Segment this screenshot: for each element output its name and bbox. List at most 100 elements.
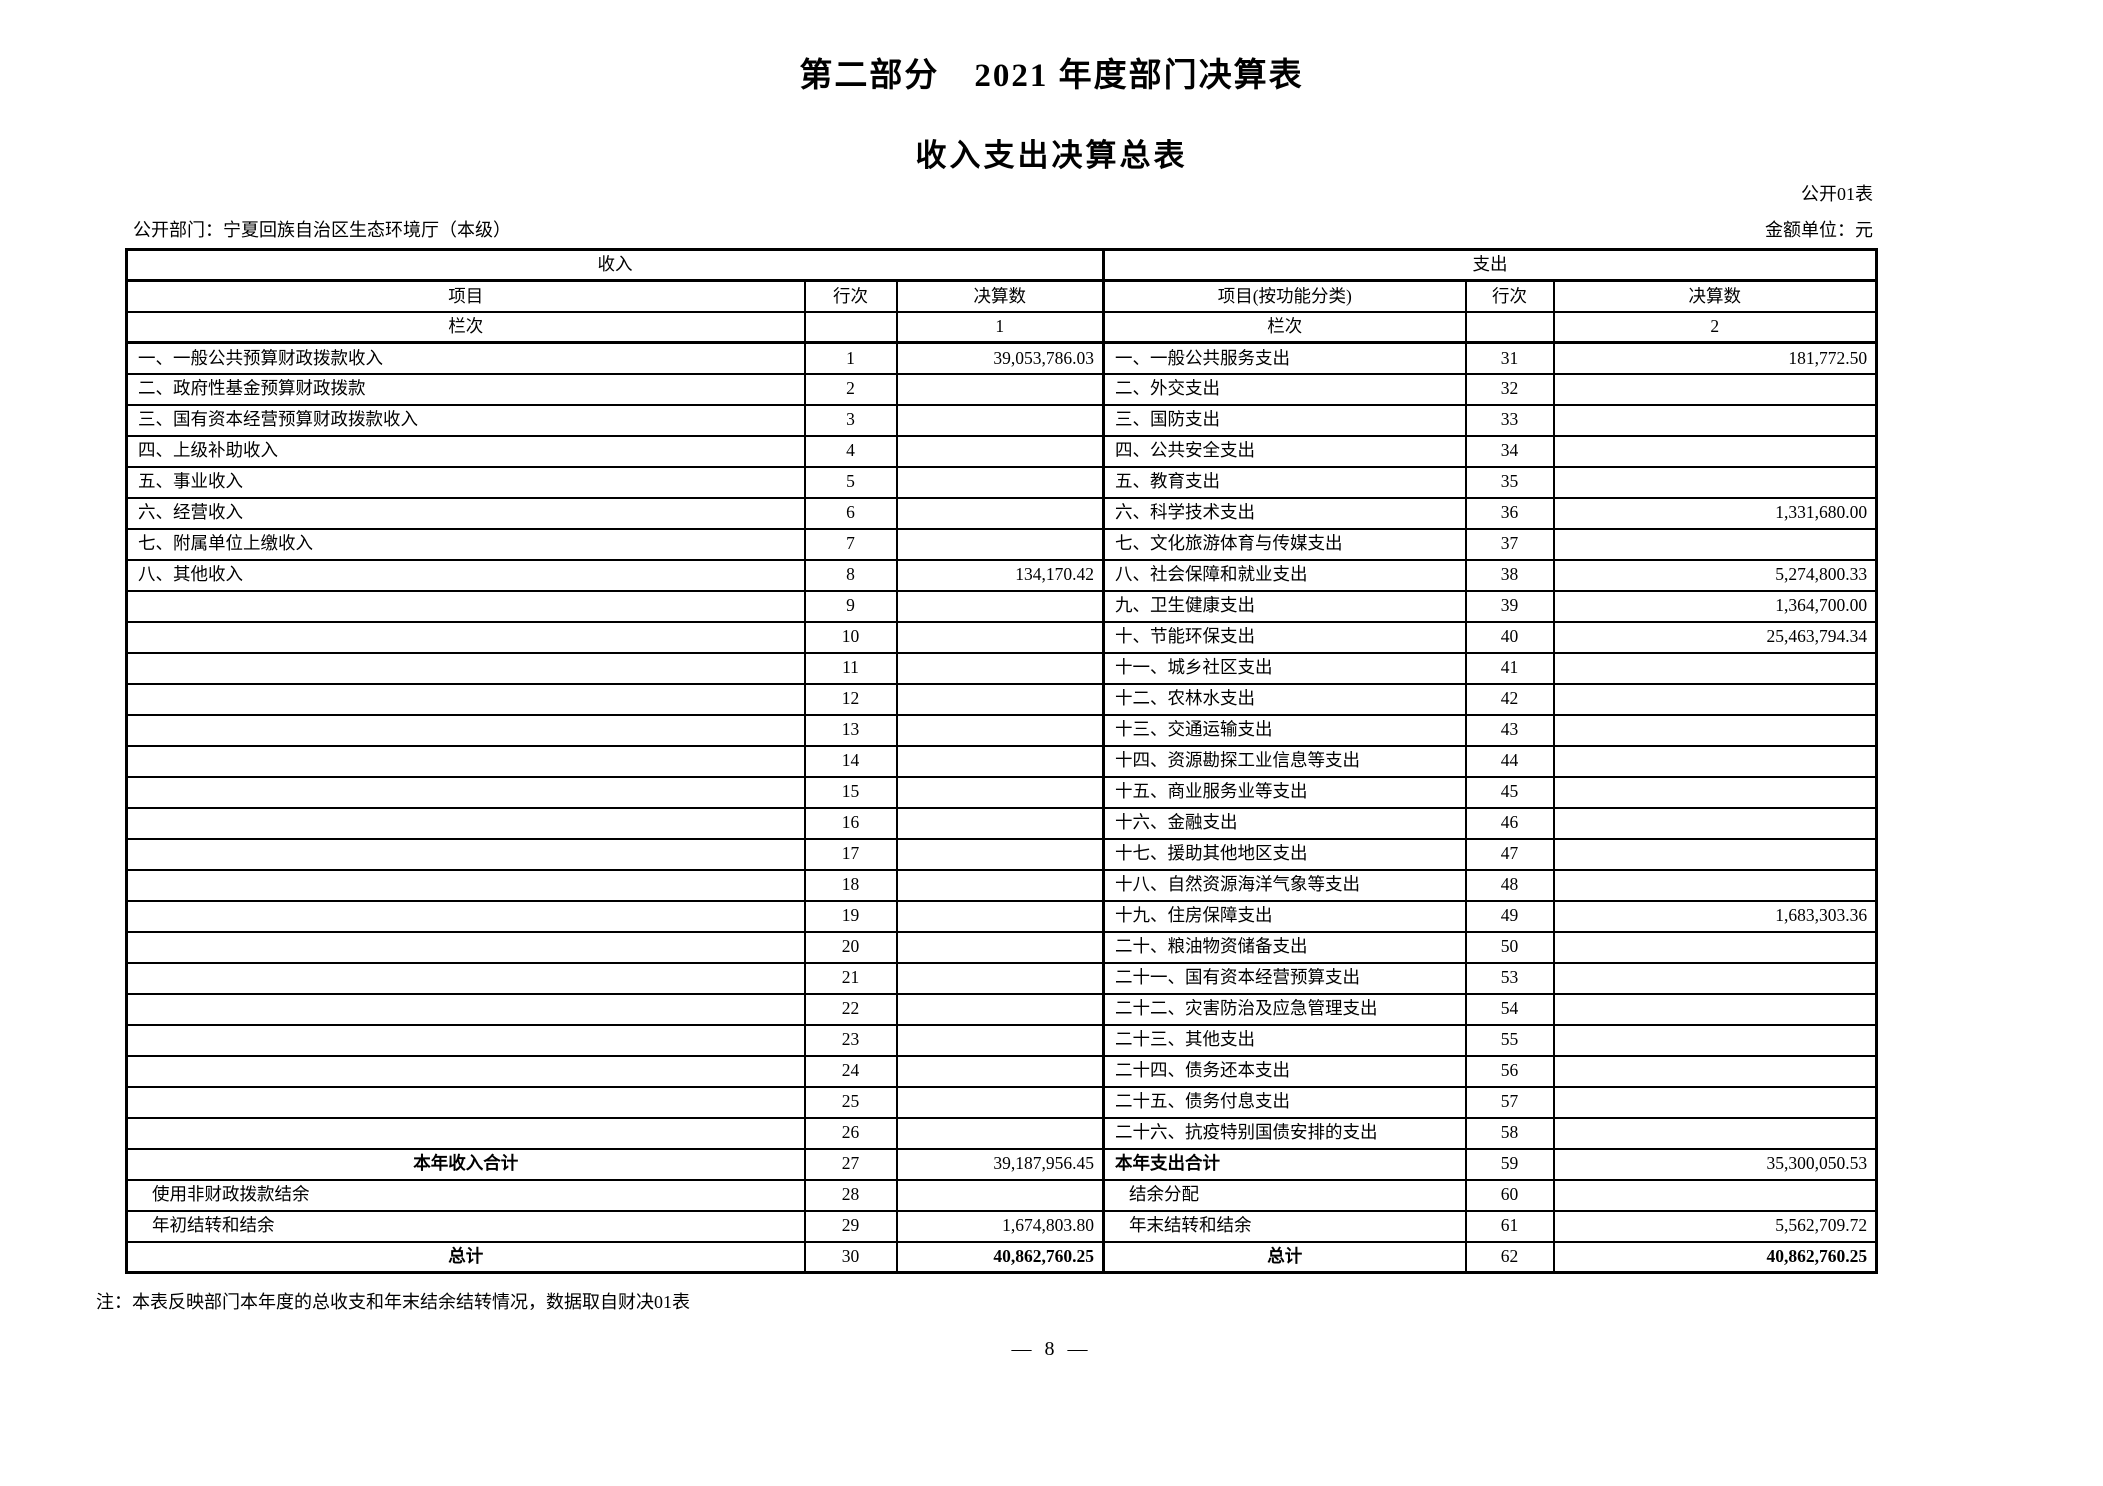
income-rownum-cell: 13 (803, 713, 898, 747)
expense-item-cell: 十一、城乡社区支出 (1102, 651, 1467, 685)
income-value-cell (895, 961, 1105, 995)
expense-rownum-cell: 38 (1464, 558, 1555, 592)
expense-item-cell: 五、教育支出 (1102, 465, 1467, 499)
income-value-cell (895, 372, 1105, 406)
income-item-cell: 本年收入合计 (125, 1147, 806, 1181)
table-row: 总计 30 40,862,760.25 总计 62 40,862,760.25 (125, 1240, 1878, 1274)
income-rownum-cell: 4 (803, 434, 898, 468)
income-item-cell (125, 713, 806, 747)
expense-item-cell: 三、国防支出 (1102, 403, 1467, 437)
table-row: 11 十一、城乡社区支出 41 (125, 651, 1878, 685)
income-item-cell (125, 1085, 806, 1119)
table-row: 10 十、节能环保支出 40 25,463,794.34 (125, 620, 1878, 654)
income-value-cell (895, 1178, 1105, 1212)
expense-item-cell: 二十一、国有资本经营预算支出 (1102, 961, 1467, 995)
income-rownum-header: 行次 (803, 279, 898, 313)
income-value-cell (895, 930, 1105, 964)
income-rownum-cell: 16 (803, 806, 898, 840)
table-row: 15 十五、商业服务业等支出 45 (125, 775, 1878, 809)
income-value-cell (895, 465, 1105, 499)
income-value-cell: 39,187,956.45 (895, 1147, 1105, 1181)
table-row: 26 二十六、抗疫特别国债安排的支出 58 (125, 1116, 1878, 1150)
expense-rownum-header: 行次 (1464, 279, 1555, 313)
expense-index-number: 2 (1552, 310, 1878, 344)
section-header-row: 收入 支出 (125, 248, 1878, 282)
income-rownum-cell: 18 (803, 868, 898, 902)
income-value-cell (895, 744, 1105, 778)
expense-value-cell (1552, 682, 1878, 716)
expense-item-cell: 年末结转和结余 (1102, 1209, 1467, 1243)
expense-rownum-cell: 55 (1464, 1023, 1555, 1057)
expense-item-cell: 十八、自然资源海洋气象等支出 (1102, 868, 1467, 902)
income-item-cell: 年初结转和结余 (125, 1209, 806, 1243)
table-row: 三、国有资本经营预算财政拨款收入 3 三、国防支出 33 (125, 403, 1878, 437)
expense-rownum-cell: 61 (1464, 1209, 1555, 1243)
expense-rownum-cell: 41 (1464, 651, 1555, 685)
income-item-cell (125, 1054, 806, 1088)
expense-item-cell: 四、公共安全支出 (1102, 434, 1467, 468)
expense-section-header: 支出 (1102, 248, 1878, 282)
expense-rownum-cell: 46 (1464, 806, 1555, 840)
part-title: 第二部分 2021 年度部门决算表 (799, 58, 1304, 94)
expense-item-cell: 七、文化旅游体育与传媒支出 (1102, 527, 1467, 561)
expense-item-cell: 二十二、灾害防治及应急管理支出 (1102, 992, 1467, 1026)
table-row: 本年收入合计 27 39,187,956.45 本年支出合计 59 35,300,050.… (125, 1147, 1878, 1181)
income-value-cell: 1,674,803.80 (895, 1209, 1105, 1243)
expense-value-cell: 181,772.50 (1552, 341, 1878, 375)
expense-value-cell (1552, 961, 1878, 995)
expense-rownum-cell: 54 (1464, 992, 1555, 1026)
table-body: 一、一般公共预算财政拨款收入 1 39,053,786.03 一、一般公共服务支出 31… (125, 341, 1878, 1274)
income-value-cell (895, 496, 1105, 530)
expense-item-cell: 二十三、其他支出 (1102, 1023, 1467, 1057)
income-item-cell (125, 620, 806, 654)
income-item-cell (125, 1116, 806, 1150)
expense-rownum-cell: 44 (1464, 744, 1555, 778)
expense-item-cell: 二十五、债务付息支出 (1102, 1085, 1467, 1119)
expense-rownum-cell: 37 (1464, 527, 1555, 561)
budget-summary-table: 收入 支出 项目 行次 决算数 项目(按功能分类) 行次 决算数 栏次 1 栏次… (125, 248, 1879, 1274)
expense-rownum-cell: 59 (1464, 1147, 1555, 1181)
expense-item-cell: 十、节能环保支出 (1102, 620, 1467, 654)
income-item-cell: 八、其他收入 (125, 558, 806, 592)
expense-item-cell: 十七、援助其他地区支出 (1102, 837, 1467, 871)
table-title: 收入支出决算总表 (915, 138, 1188, 173)
expense-item-cell: 一、一般公共服务支出 (1102, 341, 1467, 375)
table-row: 四、上级补助收入 4 四、公共安全支出 34 (125, 434, 1878, 468)
table-row: 二、政府性基金预算财政拨款 2 二、外交支出 32 (125, 372, 1878, 406)
expense-value-cell (1552, 744, 1878, 778)
income-rownum-cell: 10 (803, 620, 898, 654)
expense-value-cell (1552, 775, 1878, 809)
income-value-cell (895, 651, 1105, 685)
income-item-cell (125, 682, 806, 716)
income-value-cell (895, 527, 1105, 561)
income-value-cell (895, 1085, 1105, 1119)
income-value-header: 决算数 (895, 279, 1105, 313)
income-value-cell: 134,170.42 (895, 558, 1105, 592)
table-code-label: 公开01表 (1801, 184, 1873, 204)
expense-rownum-cell: 45 (1464, 775, 1555, 809)
expense-value-cell: 25,463,794.34 (1552, 620, 1878, 654)
expense-rownum-cell: 53 (1464, 961, 1555, 995)
income-item-cell: 总计 (125, 1240, 806, 1274)
income-rownum-cell: 17 (803, 837, 898, 871)
expense-rownum-cell: 57 (1464, 1085, 1555, 1119)
income-rownum-cell: 21 (803, 961, 898, 995)
expense-rownum-cell: 42 (1464, 682, 1555, 716)
income-rownum-cell: 29 (803, 1209, 898, 1243)
income-item-cell (125, 1023, 806, 1057)
income-rownum-cell: 2 (803, 372, 898, 406)
expense-item-cell: 十六、金融支出 (1102, 806, 1467, 840)
expense-rownum-cell: 49 (1464, 899, 1555, 933)
expense-value-cell (1552, 1023, 1878, 1057)
expense-rownum-cell: 40 (1464, 620, 1555, 654)
income-rownum-cell: 30 (803, 1240, 898, 1274)
income-rownum-cell: 24 (803, 1054, 898, 1088)
income-value-cell (895, 868, 1105, 902)
table-row: 五、事业收入 5 五、教育支出 35 (125, 465, 1878, 499)
income-item-cell (125, 837, 806, 871)
income-item-header: 项目 (125, 279, 806, 313)
income-rownum-cell: 25 (803, 1085, 898, 1119)
expense-value-header: 决算数 (1552, 279, 1878, 313)
expense-item-cell: 十二、农林水支出 (1102, 682, 1467, 716)
